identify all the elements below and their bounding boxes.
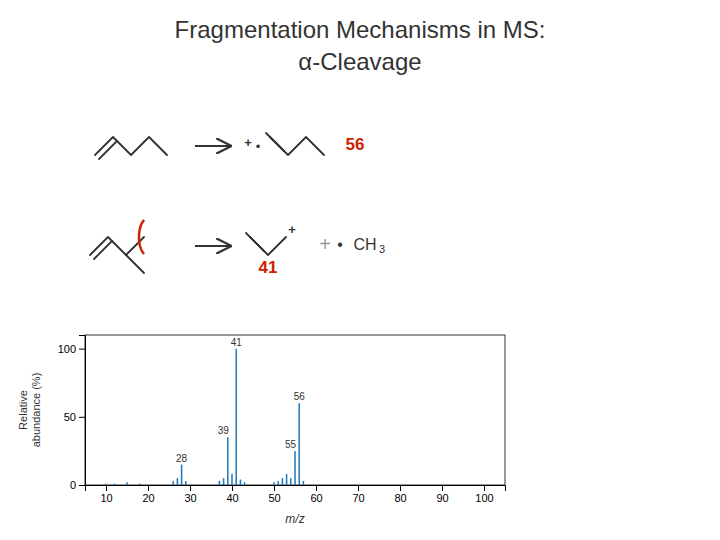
annotation: 3: [379, 243, 385, 255]
tick-label: 60: [310, 492, 322, 504]
peak: [282, 478, 284, 485]
peak: [139, 484, 141, 485]
tick-mark: [232, 485, 233, 491]
tick-mark: [358, 485, 359, 491]
tick: 20: [142, 485, 154, 504]
cleavage-mark: [139, 220, 144, 254]
x-axis-label: m/z: [285, 512, 304, 526]
tick-label: 90: [436, 492, 448, 504]
axis-line: [86, 486, 506, 492]
peak: [223, 478, 225, 485]
peak: [114, 484, 116, 485]
tick-label: 50: [64, 411, 76, 423]
reaction-arrow: [195, 245, 230, 247]
peak: [235, 349, 237, 485]
peak: [219, 481, 221, 485]
tick-label: 100: [475, 492, 493, 504]
bond: [250, 237, 286, 255]
subtitle: α-Cleavage: [298, 48, 421, 75]
annotation: +: [244, 135, 252, 150]
title: Fragmentation Mechanisms in MS:: [175, 16, 546, 43]
peak-label: 39: [218, 425, 230, 436]
tick-label: 20: [142, 492, 154, 504]
bond: [99, 141, 117, 159]
tick-mark: [484, 485, 485, 491]
tick-mark: [190, 485, 191, 491]
tick: 50: [268, 485, 280, 504]
tick: 100: [475, 485, 493, 504]
peak: [244, 482, 246, 485]
bond: [246, 233, 264, 251]
peak: [126, 482, 128, 485]
tick-label: 100: [58, 343, 76, 355]
y-axis-label: Relativeabundance (%): [17, 373, 42, 448]
peak: [277, 481, 279, 485]
tick-label: 70: [352, 492, 364, 504]
peak: [105, 484, 107, 485]
annotation: +: [319, 233, 331, 255]
peak: [172, 481, 174, 485]
tick-mark: [442, 485, 443, 491]
plot-frame: [85, 335, 505, 485]
peak-label: 28: [176, 453, 188, 464]
tick-mark: [106, 485, 107, 491]
tick-label: 30: [184, 492, 196, 504]
tick-mark: [79, 349, 85, 350]
peak-label: 56: [294, 391, 306, 402]
peak: [185, 481, 187, 485]
peak: [273, 482, 275, 485]
peak: [286, 474, 288, 485]
bond: [266, 133, 284, 151]
tick: 0: [70, 479, 85, 491]
tick: 90: [436, 485, 448, 504]
tick-mark: [148, 485, 149, 491]
tick: 100: [58, 343, 85, 355]
tick-label: 40: [226, 492, 238, 504]
peak: [227, 437, 229, 485]
reaction-scheme: [90, 133, 324, 273]
annotation: •: [337, 236, 343, 253]
tick: 50: [64, 411, 85, 423]
tick-mark: [79, 417, 85, 418]
tick: 30: [184, 485, 196, 504]
bond: [126, 255, 144, 273]
tick-label: 0: [70, 479, 76, 491]
tick: 10: [100, 485, 112, 504]
tick-mark: [274, 485, 275, 491]
y-axis: 0 50 100: [58, 336, 86, 492]
peaks: [106, 349, 303, 485]
tick-mark: [400, 485, 401, 491]
reaction-arrow: [195, 145, 230, 147]
tick: 70: [352, 485, 364, 504]
mass-spectrum: 10 20 30 40 50 60 70 80 90 100 0 50 100 m/z Relativeab…: [17, 335, 506, 526]
tick-label: 50: [268, 492, 280, 504]
peak: [240, 480, 242, 485]
peak: [303, 481, 305, 485]
tick-mark: [79, 485, 85, 486]
tick-label: 10: [100, 492, 112, 504]
tick: 80: [394, 485, 406, 504]
annotation: 41: [259, 258, 278, 277]
tick-label: 80: [394, 492, 406, 504]
x-axis: 10 20 30 40 50 60 70 80 90 100: [86, 485, 506, 504]
tick-mark: [316, 485, 317, 491]
annotation: +: [288, 222, 296, 237]
tick: 60: [310, 485, 322, 504]
peak: [181, 465, 183, 485]
annotation: CH: [353, 236, 376, 253]
axis-line: [79, 336, 86, 486]
chart: Fragmentation Mechanisms in MS: α-Cleavag…: [0, 0, 720, 540]
peak: [298, 403, 300, 485]
annotation: •: [256, 139, 261, 154]
tick: 40: [226, 485, 238, 504]
peak-label: 41: [231, 337, 243, 348]
peak-label: 55: [285, 439, 297, 450]
peak: [231, 474, 233, 485]
bond: [94, 241, 112, 259]
bond: [90, 237, 144, 255]
peak: [294, 451, 296, 485]
peak: [177, 478, 179, 485]
peak: [290, 478, 292, 485]
annotation: 56: [346, 135, 365, 154]
